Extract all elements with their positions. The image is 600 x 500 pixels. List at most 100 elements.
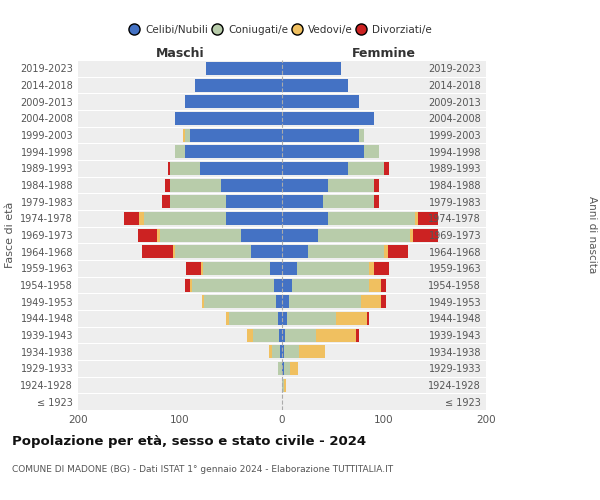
Bar [200, 162, 282, 175]
Bar [285, 328, 316, 342]
Bar [364, 145, 379, 158]
Bar [282, 245, 308, 258]
Bar [384, 245, 388, 258]
Text: Maschi: Maschi [155, 47, 205, 60]
Bar [186, 262, 202, 275]
Bar [415, 212, 418, 225]
Bar [282, 178, 328, 192]
Bar [282, 128, 359, 141]
Bar [202, 262, 203, 275]
Bar [170, 195, 226, 208]
Bar [144, 212, 226, 225]
Bar [274, 278, 282, 291]
Bar [175, 112, 282, 125]
Bar [157, 228, 160, 241]
Bar [241, 228, 282, 241]
Bar [348, 162, 384, 175]
Bar [175, 145, 185, 158]
Bar [282, 112, 374, 125]
Bar [279, 328, 282, 342]
Bar [282, 62, 341, 75]
Bar [269, 345, 272, 358]
Bar [381, 278, 386, 291]
Bar [336, 312, 367, 325]
Bar [124, 212, 139, 225]
Bar [308, 245, 384, 258]
Bar [168, 162, 170, 175]
Bar [316, 328, 356, 342]
Bar [226, 195, 282, 208]
Bar [185, 128, 190, 141]
Bar [284, 378, 286, 392]
Bar [278, 312, 282, 325]
Bar [328, 178, 374, 192]
Bar [280, 345, 282, 358]
Bar [418, 212, 438, 225]
Bar [282, 312, 287, 325]
Bar [183, 128, 185, 141]
Bar [361, 295, 381, 308]
Bar [282, 328, 285, 342]
Bar [142, 245, 173, 258]
Bar [221, 178, 282, 192]
Bar [282, 262, 298, 275]
Bar [282, 95, 359, 108]
Bar [164, 178, 170, 192]
Text: Anni di nascita: Anni di nascita [587, 196, 597, 274]
Bar [282, 295, 289, 308]
Bar [367, 312, 369, 325]
Bar [272, 345, 280, 358]
Bar [318, 228, 409, 241]
Bar [284, 345, 299, 358]
Bar [160, 228, 241, 241]
Bar [247, 328, 253, 342]
Bar [251, 245, 282, 258]
Bar [170, 162, 200, 175]
Text: Popolazione per età, sesso e stato civile - 2024: Popolazione per età, sesso e stato civil… [12, 435, 366, 448]
Bar [205, 62, 282, 75]
Bar [282, 212, 328, 225]
Bar [384, 162, 389, 175]
Bar [196, 78, 282, 92]
Bar [282, 278, 292, 291]
Bar [270, 262, 282, 275]
Bar [369, 262, 374, 275]
Bar [185, 145, 282, 158]
Bar [226, 312, 229, 325]
Bar [138, 228, 157, 241]
Bar [374, 178, 379, 192]
Bar [374, 195, 379, 208]
Bar [287, 312, 336, 325]
Bar [282, 362, 284, 375]
Bar [299, 345, 325, 358]
Bar [369, 278, 381, 291]
Bar [202, 295, 205, 308]
Bar [409, 228, 413, 241]
Bar [374, 262, 389, 275]
Bar [282, 145, 364, 158]
Bar [278, 362, 282, 375]
Bar [290, 362, 298, 375]
Bar [276, 295, 282, 308]
Bar [229, 312, 278, 325]
Bar [190, 128, 282, 141]
Bar [282, 162, 348, 175]
Bar [328, 212, 415, 225]
Bar [282, 345, 284, 358]
Bar [282, 78, 348, 92]
Bar [253, 328, 279, 342]
Bar [282, 378, 284, 392]
Bar [175, 245, 251, 258]
Bar [413, 228, 438, 241]
Bar [284, 362, 290, 375]
Legend: Celibi/Nubili, Coniugati/e, Vedovi/e, Divorziati/e: Celibi/Nubili, Coniugati/e, Vedovi/e, Di… [132, 25, 432, 35]
Bar [170, 178, 221, 192]
Text: COMUNE DI MADONE (BG) - Dati ISTAT 1° gennaio 2024 - Elaborazione TUTTITALIA.IT: COMUNE DI MADONE (BG) - Dati ISTAT 1° ge… [12, 465, 393, 474]
Text: Femmine: Femmine [352, 47, 416, 60]
Bar [203, 262, 270, 275]
Bar [323, 195, 374, 208]
Bar [190, 278, 192, 291]
Bar [139, 212, 144, 225]
Bar [289, 295, 361, 308]
Bar [292, 278, 368, 291]
